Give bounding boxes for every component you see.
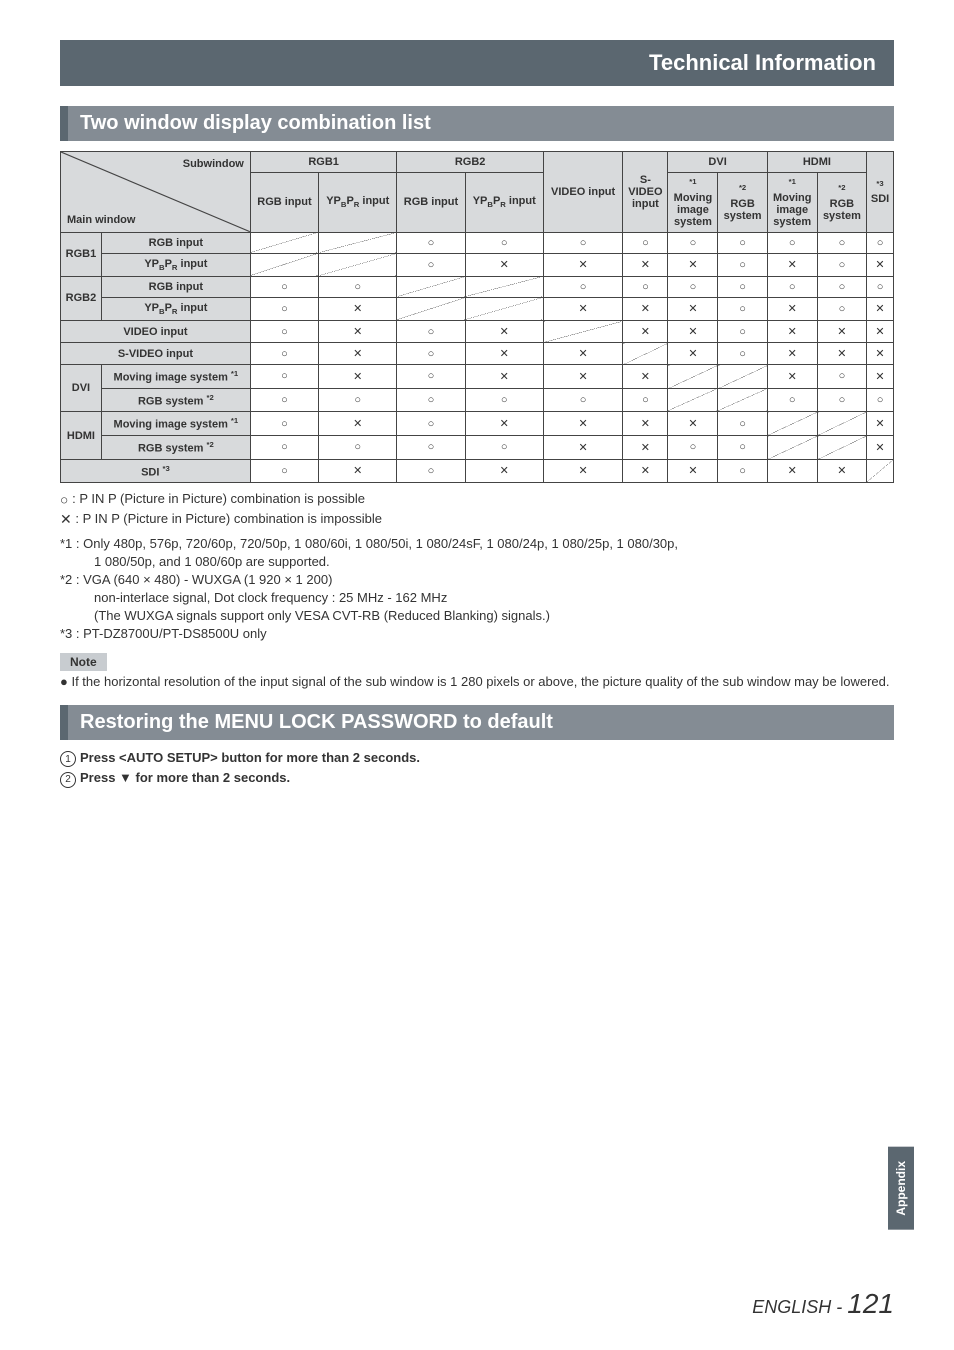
col-rgb2-rgb: RGB input (397, 173, 465, 233)
circled-1-icon: 1 (60, 751, 76, 767)
col-rgb1-yp: YPBPR input (319, 173, 397, 233)
table-row: SDI *3 ○✕ ○✕ ✕✕ ✕○ ✕✕ (61, 459, 894, 483)
step-2: 2Press ▼ for more than 2 seconds. (60, 770, 894, 788)
table-row: RGB system *2 ○○ ○○ ○○ ○○ ○ (61, 388, 894, 412)
section-title-combo: Two window display combination list (60, 106, 894, 141)
footnote-1a: *1 : Only 480p, 576p, 720/60p, 720/50p, … (60, 536, 894, 551)
side-tab-appendix: Appendix (888, 1147, 914, 1230)
note-tag: Note (60, 653, 107, 671)
colgrp-rgb1: RGB1 (250, 152, 397, 173)
footnote-2b: non-interlace signal, Dot clock frequenc… (60, 590, 894, 605)
table-row: RGB1 RGB input ○○ ○○ ○○ ○○ ○ (61, 232, 894, 253)
combination-table: Subwindow Main window RGB1 RGB2 VIDEO in… (60, 151, 894, 483)
colgrp-hdmi: HDMI (767, 152, 866, 173)
table-corner: Subwindow Main window (61, 152, 251, 233)
footnote-2a: *2 : VGA (640 × 480) - WUXGA (1 920 × 1 … (60, 572, 894, 587)
col-sdi: *3 SDI (867, 152, 894, 233)
col-dvi-mov: *1 Moving image system (668, 173, 718, 233)
table-row: VIDEO input ○✕ ○✕ ✕ ✕○ ✕✕ ✕ (61, 321, 894, 343)
page-number: ENGLISH - 121 (752, 1288, 894, 1320)
col-rgb1-rgb: RGB input (250, 173, 318, 233)
table-row: S-VIDEO input ○✕ ○✕ ✕ ✕○ ✕✕ ✕ (61, 343, 894, 365)
col-video: VIDEO input (543, 152, 623, 233)
circled-2-icon: 2 (60, 772, 76, 788)
footnote-2c: (The WUXGA signals support only VESA CVT… (60, 608, 894, 623)
note-text: ● If the horizontal resolution of the in… (60, 674, 894, 689)
section-title-restore: Restoring the MENU LOCK PASSWORD to defa… (60, 705, 894, 740)
corner-main: Main window (67, 214, 135, 226)
footnote-1b: 1 080/50p, and 1 080/60p are supported. (60, 554, 894, 569)
colgrp-dvi: DVI (668, 152, 767, 173)
col-dvi-rgb: *2 RGB system (718, 173, 767, 233)
step-1: 1Press <AUTO SETUP> button for more than… (60, 750, 894, 768)
page-header: Technical Information (60, 40, 894, 86)
footnote-3: *3 : PT-DZ8700U/PT-DS8500U only (60, 626, 894, 641)
legend-possible: ○ : P IN P (Picture in Picture) combinat… (60, 491, 894, 508)
table-row: RGB system *2 ○○ ○○ ✕✕ ○○ ✕ (61, 436, 894, 460)
table-row: YPBPR input ○✕ ✕✕ ✕○ ✕○ ✕ (61, 297, 894, 320)
legend-impossible: ✕ : P IN P (Picture in Picture) combinat… (60, 511, 894, 528)
table-row: YPBPR input ○✕ ✕✕ ✕○ ✕○ ✕ (61, 253, 894, 276)
col-svideo: S- VIDEO input (623, 152, 668, 233)
colgrp-rgb2: RGB2 (397, 152, 544, 173)
corner-sub: Subwindow (183, 158, 244, 170)
table-row: RGB2 RGB input ○○ ○○ ○○ ○○ ○ (61, 276, 894, 297)
table-row: DVI Moving image system *1 ○✕ ○✕ ✕✕ ✕○ ✕ (61, 365, 894, 389)
col-hdmi-rgb: *2 RGB system (817, 173, 866, 233)
col-rgb2-yp: YPBPR input (465, 173, 543, 233)
table-row: HDMI Moving image system *1 ○✕ ○✕ ✕✕ ✕○ … (61, 412, 894, 436)
col-hdmi-mov: *1 Moving image system (767, 173, 817, 233)
